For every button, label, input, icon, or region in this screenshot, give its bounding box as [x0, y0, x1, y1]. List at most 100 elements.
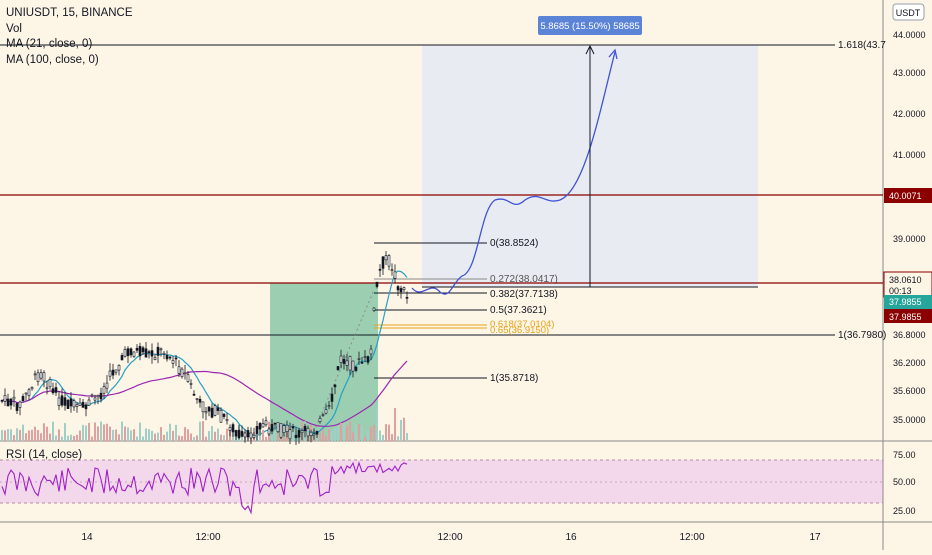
- last-tag-text: 37.9855: [889, 312, 922, 322]
- candle-body: [393, 271, 397, 279]
- candle-body: [51, 388, 55, 394]
- volume-bar: [58, 429, 60, 441]
- volume-bar: [52, 421, 54, 441]
- volume-bar: [355, 424, 357, 441]
- candle-body: [93, 397, 97, 401]
- volume-bar: [211, 426, 213, 441]
- candle-body: [189, 383, 193, 385]
- x-tick-1200a: 12:00: [195, 532, 220, 543]
- resistance-tag: [884, 188, 932, 203]
- volume-bar: [85, 425, 87, 441]
- volume-bar: [328, 428, 330, 441]
- candle-body: [261, 423, 265, 428]
- volume-bar: [220, 434, 222, 441]
- volume-bar: [331, 430, 333, 441]
- candle-body: [312, 433, 316, 436]
- volume-bar: [223, 435, 225, 441]
- volume-bar: [100, 421, 102, 441]
- y-tick-362: 36.2000: [893, 358, 926, 368]
- candle-body: [300, 430, 304, 434]
- rsi-indicator-label[interactable]: RSI (14, close): [6, 449, 83, 461]
- bid-tag: [884, 295, 932, 309]
- fib-label-0382: 0.382(37.7138): [490, 289, 558, 300]
- candle-body: [117, 365, 121, 371]
- x-tick-14: 14: [81, 532, 93, 543]
- volume-bar: [61, 436, 63, 441]
- volume-bar: [124, 426, 126, 441]
- ma21-line: [1, 270, 408, 436]
- symbol-title[interactable]: UNIUSDT, 15, BINANCE: [6, 7, 133, 19]
- candle-body: [210, 407, 214, 418]
- price-axis[interactable]: USDT 44.0000 43.0000 42.0000 41.0000 39.…: [883, 3, 932, 516]
- volume-bar: [67, 435, 69, 441]
- volume-bar: [73, 435, 75, 441]
- candle-body: [171, 360, 175, 364]
- volume-bar: [148, 429, 150, 441]
- candle-body: [246, 430, 250, 438]
- candle-body: [294, 434, 298, 439]
- candle-body: [219, 409, 223, 423]
- candle-body: [126, 348, 130, 357]
- currency-badge: [892, 3, 925, 21]
- volume-bar: [352, 432, 354, 441]
- volume-bar: [37, 429, 39, 441]
- candle-body: [96, 395, 100, 398]
- volume-bar: [391, 434, 393, 441]
- volume-bar: [13, 435, 15, 441]
- candle-body: [231, 424, 235, 433]
- candle-body: [384, 255, 388, 261]
- volume-bar: [217, 428, 219, 441]
- candle-body: [309, 431, 313, 437]
- volume-bar: [292, 424, 294, 441]
- candle-body: [114, 369, 118, 373]
- ma100-indicator-label[interactable]: MA (100, close, 0): [6, 53, 99, 66]
- volume-bar: [226, 428, 228, 441]
- volume-bar: [262, 429, 264, 441]
- volume-bar: [151, 430, 153, 441]
- candle-body: [6, 398, 10, 407]
- volume-bar: [94, 422, 96, 441]
- currency-label: USDT: [896, 8, 921, 18]
- candle-body: [216, 407, 220, 411]
- y-tick-39: 39.0000: [893, 234, 926, 244]
- candle-body: [165, 355, 169, 360]
- volume-bar: [346, 425, 348, 441]
- vol-indicator-label[interactable]: Vol: [6, 22, 22, 35]
- candle-body: [156, 346, 160, 356]
- candle-body: [360, 361, 364, 364]
- candle-body: [198, 398, 202, 403]
- candle-body: [255, 426, 259, 434]
- candle-body: [372, 307, 376, 311]
- volume-bar: [106, 423, 108, 441]
- candle-body: [351, 360, 355, 372]
- candle-body: [60, 395, 64, 406]
- volume-bar: [349, 421, 351, 441]
- candle-body: [9, 398, 13, 406]
- volume-bar: [202, 421, 204, 441]
- volume-bar: [16, 428, 18, 441]
- candle-body: [24, 392, 28, 395]
- candle-body: [342, 358, 346, 364]
- volume-bar: [115, 429, 117, 441]
- volume-bar: [139, 422, 141, 441]
- candle-body: [348, 356, 352, 371]
- fib-label-1: 1(35.8718): [490, 373, 538, 384]
- volume-bar: [25, 433, 27, 441]
- x-tick-16: 16: [565, 532, 577, 543]
- candle-body: [237, 429, 241, 439]
- candle-body: [183, 372, 187, 375]
- candle-body: [144, 348, 148, 358]
- candle-body: [159, 348, 163, 351]
- candle-body: [63, 397, 67, 406]
- candle-body: [264, 420, 268, 426]
- fib-label-0: 0(38.8524): [490, 238, 538, 249]
- resistance-tag-text: 40.0071: [889, 191, 922, 201]
- volume-bar: [337, 426, 339, 441]
- projection-path: [411, 51, 616, 295]
- time-axis[interactable]: 14 12:00 15 12:00 16 12:00 17: [81, 532, 821, 543]
- candle-body: [75, 404, 79, 407]
- ma21-indicator-label[interactable]: MA (21, close, 0): [6, 38, 93, 50]
- volume-bar: [370, 426, 372, 441]
